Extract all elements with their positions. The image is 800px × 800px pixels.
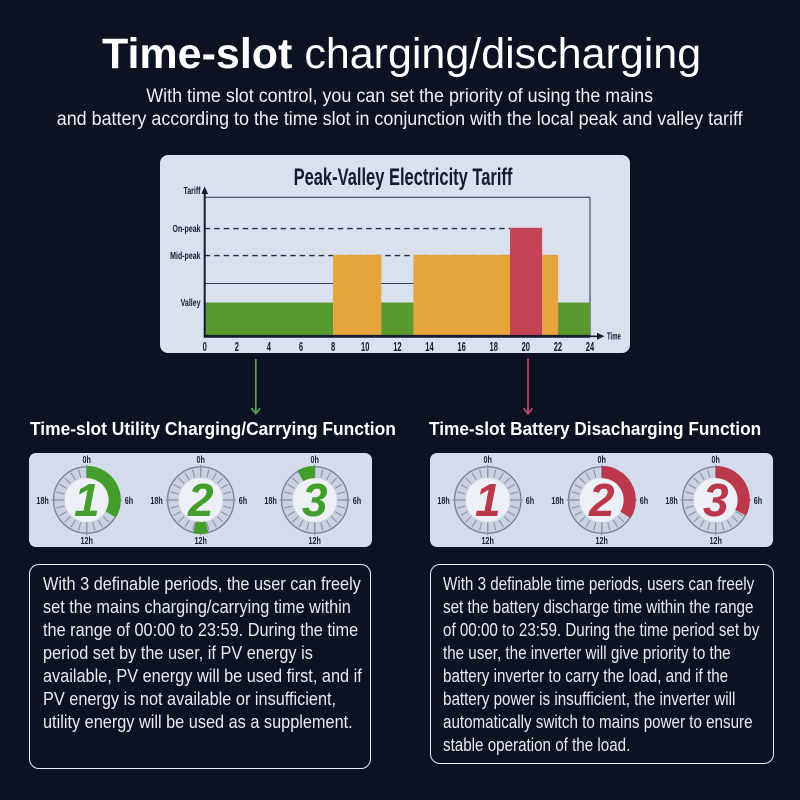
svg-text:12h: 12h	[309, 535, 321, 546]
svg-text:Mid-peak: Mid-peak	[170, 250, 200, 262]
svg-text:12h: 12h	[482, 535, 494, 546]
svg-text:24: 24	[586, 340, 594, 353]
svg-text:18h: 18h	[264, 495, 276, 506]
svg-text:6h: 6h	[239, 495, 247, 506]
svg-text:0h: 0h	[311, 454, 319, 465]
svg-text:6h: 6h	[125, 495, 133, 506]
svg-text:2: 2	[588, 474, 615, 526]
svg-text:8: 8	[331, 340, 335, 353]
svg-text:6h: 6h	[526, 495, 534, 506]
svg-text:0h: 0h	[83, 454, 91, 465]
svg-text:1: 1	[475, 474, 501, 526]
svg-text:20: 20	[522, 340, 530, 353]
svg-text:On-peak: On-peak	[173, 223, 201, 235]
svg-text:3: 3	[703, 474, 729, 526]
svg-text:12h: 12h	[596, 535, 608, 546]
svg-text:0h: 0h	[598, 454, 606, 465]
svg-text:2: 2	[187, 474, 214, 526]
svg-text:0h: 0h	[197, 454, 205, 465]
svg-text:6h: 6h	[754, 495, 762, 506]
svg-text:12h: 12h	[81, 535, 93, 546]
svg-text:1: 1	[74, 474, 100, 526]
svg-text:2: 2	[235, 340, 239, 353]
svg-text:18h: 18h	[36, 495, 48, 506]
svg-text:0h: 0h	[484, 454, 492, 465]
svg-text:18: 18	[490, 340, 498, 353]
svg-text:Peak-Valley Electricity Tariff: Peak-Valley Electricity Tariff	[294, 164, 513, 191]
svg-text:12h: 12h	[195, 535, 207, 546]
svg-text:0: 0	[203, 340, 207, 353]
svg-text:Time: Time	[607, 331, 621, 342]
svg-text:3: 3	[302, 474, 328, 526]
svg-text:18h: 18h	[551, 495, 563, 506]
svg-text:22: 22	[554, 340, 562, 353]
svg-text:6h: 6h	[353, 495, 361, 506]
svg-text:6: 6	[299, 340, 303, 353]
svg-text:Tariff: Tariff	[184, 185, 201, 197]
svg-text:18h: 18h	[150, 495, 162, 506]
svg-text:10: 10	[361, 340, 369, 353]
svg-text:14: 14	[425, 340, 433, 353]
svg-text:18h: 18h	[665, 495, 677, 506]
svg-text:4: 4	[267, 340, 271, 353]
svg-text:18h: 18h	[437, 495, 449, 506]
svg-text:16: 16	[457, 340, 465, 353]
svg-text:12h: 12h	[710, 535, 722, 546]
svg-text:0h: 0h	[712, 454, 720, 465]
svg-text:Valley: Valley	[181, 297, 201, 309]
svg-text:6h: 6h	[640, 495, 648, 506]
svg-text:12: 12	[393, 340, 401, 353]
